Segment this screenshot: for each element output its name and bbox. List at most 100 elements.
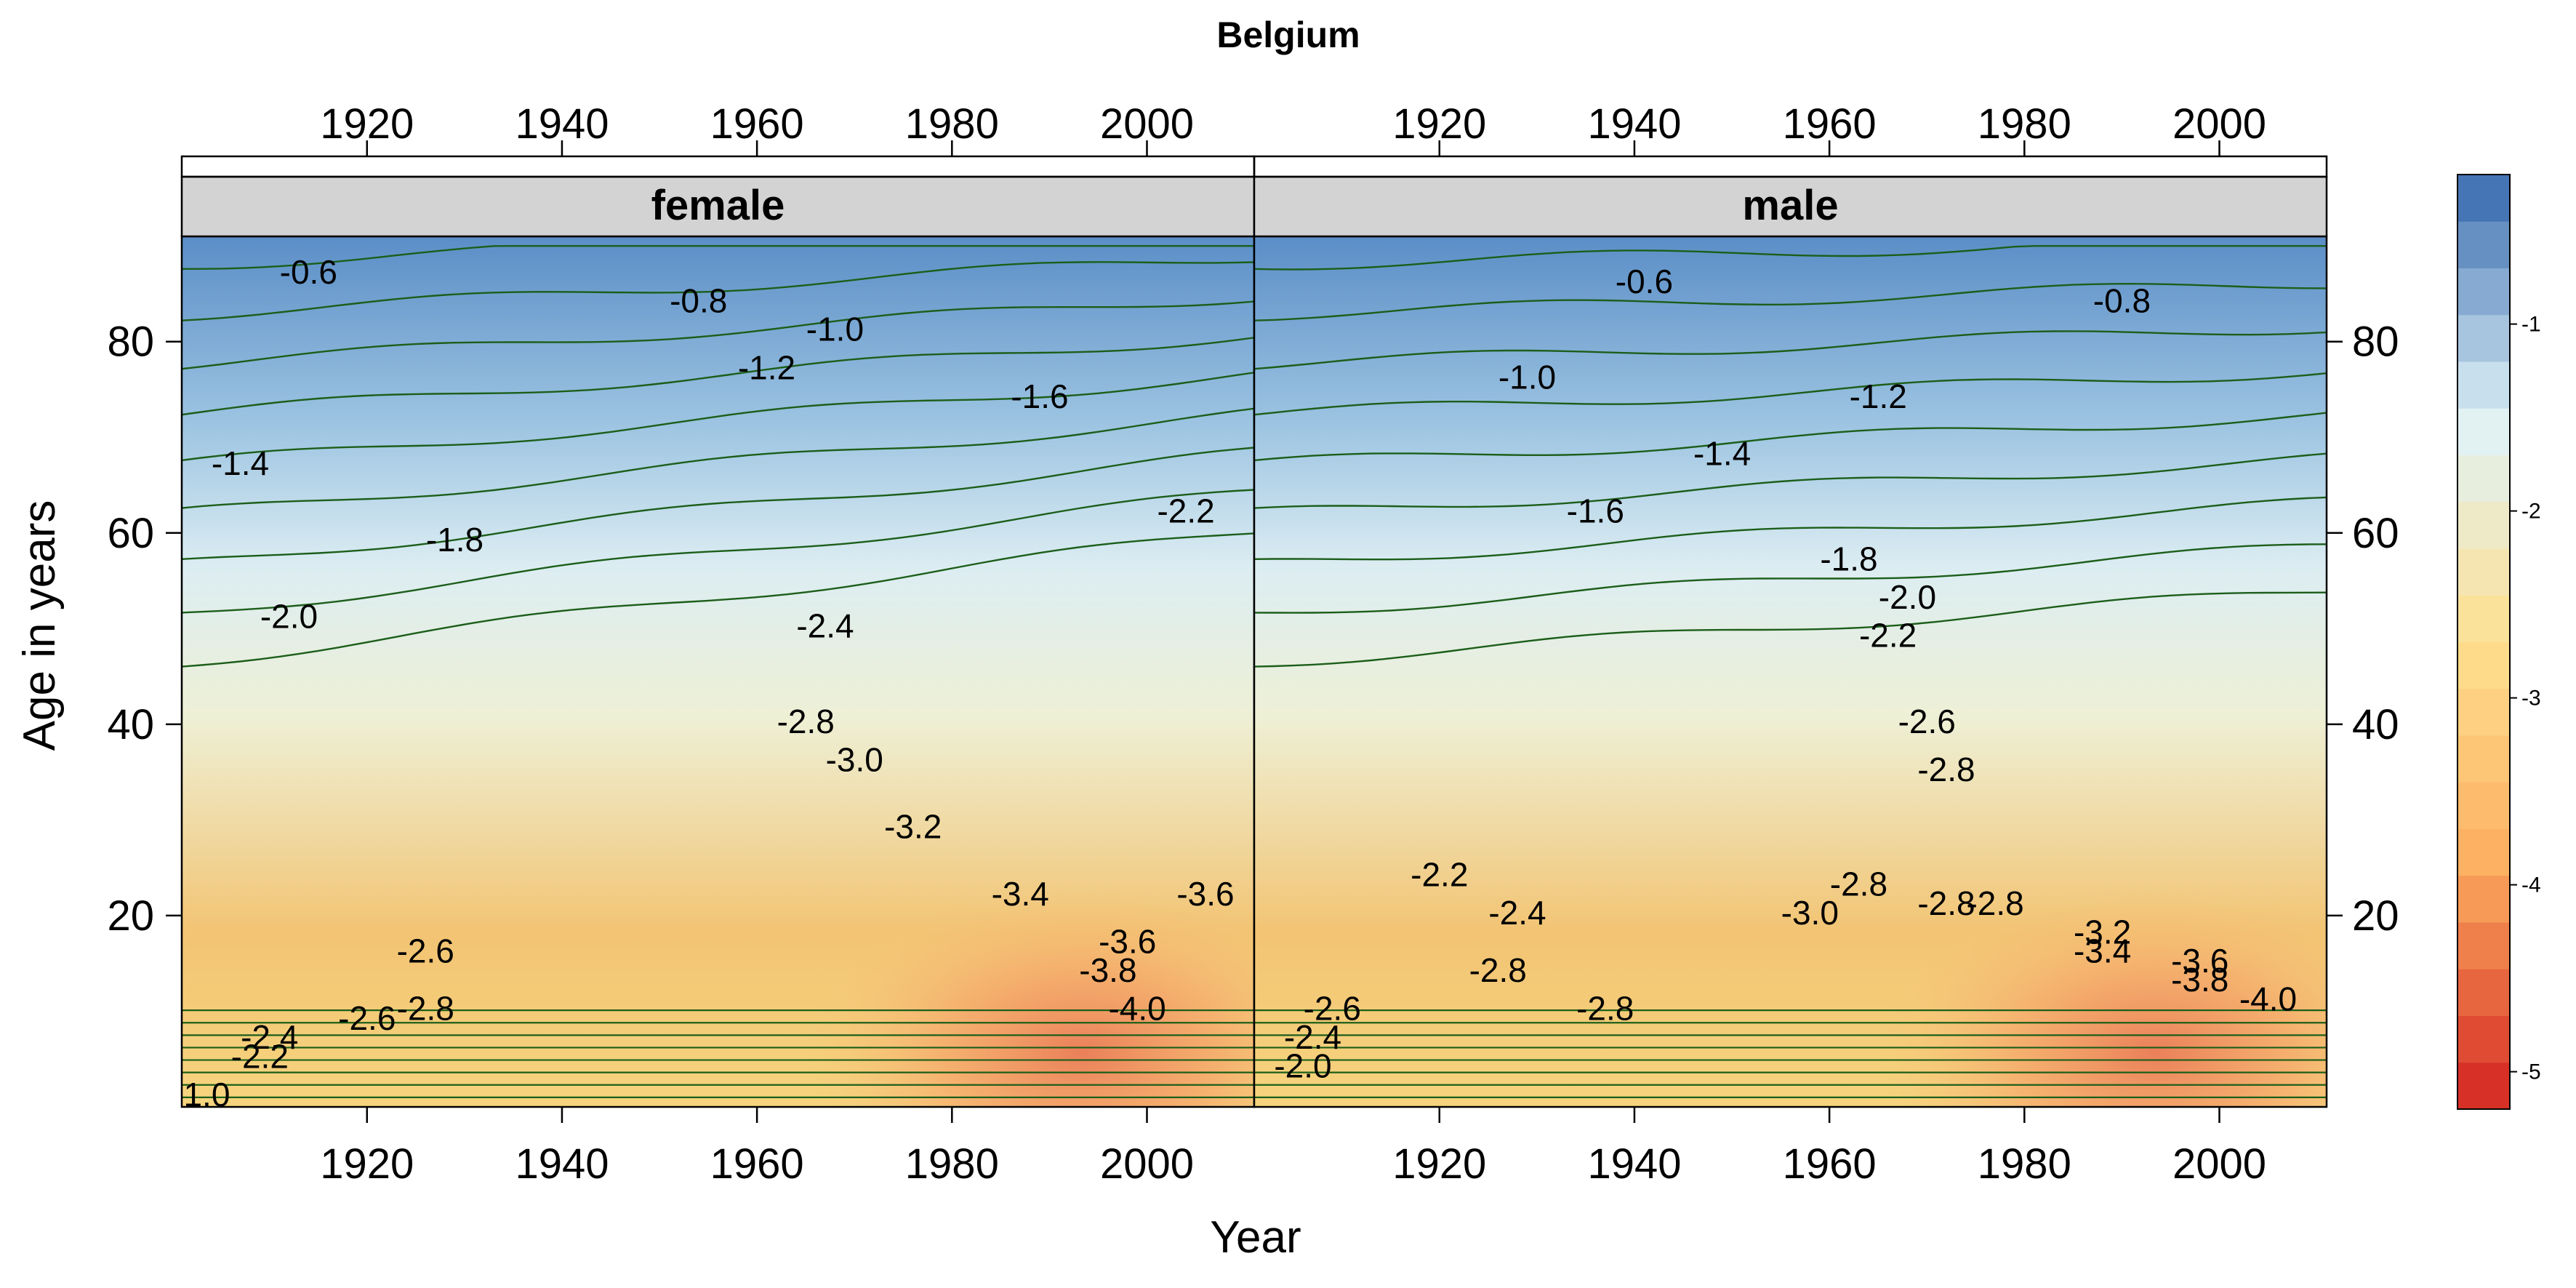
contour-label: -2.4 xyxy=(1488,894,1546,932)
contour-label: -1.6 xyxy=(1011,377,1068,415)
x-tick-label: 1940 xyxy=(515,1140,609,1188)
strip-label: male xyxy=(1742,182,1838,229)
x-tick-label: 1960 xyxy=(1783,1140,1877,1188)
colorbar-swatch xyxy=(2457,782,2510,829)
y-tick-label: 40 xyxy=(107,701,154,748)
x-tick-label: 1920 xyxy=(320,1140,414,1188)
contour-label: -2.4 xyxy=(1284,1018,1341,1056)
contour-label: -2.4 xyxy=(241,1018,298,1056)
x-tick-label: 2000 xyxy=(2172,1140,2266,1188)
contour-line xyxy=(182,337,1254,416)
contour-label: -2.8 xyxy=(397,990,454,1028)
contour-label: -2.8 xyxy=(1966,884,2023,922)
contour-line xyxy=(1254,543,2327,614)
x-tick-label: 1920 xyxy=(320,100,414,148)
colorbar-tick-label: -2 xyxy=(2521,500,2541,524)
contour-label: -2.6 xyxy=(338,999,396,1037)
contour-label: -1.8 xyxy=(1820,540,1877,577)
contour-label: -1.2 xyxy=(1850,377,1907,415)
contour-label: -2.8 xyxy=(1830,865,1887,903)
colorbar-swatch xyxy=(2457,735,2510,783)
contour-line xyxy=(1254,452,2327,509)
contour-label: -3.6 xyxy=(1099,923,1156,961)
contour-label: -3.8 xyxy=(2171,961,2228,999)
panel-female: -0.6 -0.8 -1.0 -1.2 -1.6 -1.4 -1.8 -2.2 -2.0 -2.4… xyxy=(172,100,1256,1188)
contour-label: -1.4 xyxy=(212,444,269,482)
contour-line xyxy=(182,407,1254,509)
x-tick-label: 2000 xyxy=(2172,100,2266,148)
colorbar-swatch xyxy=(2457,314,2510,362)
colorbar-swatch xyxy=(2457,501,2510,549)
x-tick-label: 1980 xyxy=(1978,1140,2071,1188)
contour-label: -0.6 xyxy=(1616,263,1673,300)
contour-label: -2.2 xyxy=(1859,617,1917,655)
x-tick-label: 1940 xyxy=(1587,1140,1681,1188)
contour-label: -3.6 xyxy=(1176,875,1234,913)
colorbar-swatch xyxy=(2457,688,2510,736)
surface-warm-region xyxy=(1712,743,2327,1107)
contour-label: -4.0 xyxy=(1108,990,1165,1028)
x-tick-label: 1960 xyxy=(710,1140,804,1188)
colorbar-swatch xyxy=(2457,361,2510,409)
x-tick-label: 1980 xyxy=(1978,100,2071,148)
contour-label: -3.2 xyxy=(884,808,942,846)
colorbar-frame xyxy=(2457,174,2511,1110)
contour-label: -0.6 xyxy=(280,253,337,291)
colorbar-tick-label: -3 xyxy=(2521,687,2541,711)
contour-line xyxy=(182,447,1254,560)
contour-label: -1.0 xyxy=(806,311,864,348)
y-tick-label: 40 xyxy=(2352,701,2399,748)
contour-line xyxy=(1254,412,2327,462)
contour-label: -1.2 xyxy=(738,348,795,386)
contour-label: -3.0 xyxy=(1781,894,1839,932)
contour-label: -1.8 xyxy=(426,521,483,559)
x-tick-label: 1940 xyxy=(1587,100,1681,148)
contour-label: -1.4 xyxy=(1693,435,1751,473)
colorbar-swatch xyxy=(2457,1015,2510,1063)
colorbar-swatch xyxy=(2457,548,2510,596)
contour-line xyxy=(182,245,1254,270)
contour-label: -2.0 xyxy=(1274,1047,1331,1085)
contour-line xyxy=(182,300,1254,370)
strip-female xyxy=(180,175,1256,238)
contour-line xyxy=(1254,330,2327,370)
contour-label: -3.6 xyxy=(2171,942,2228,980)
x-tick-label: 1980 xyxy=(905,100,999,148)
contour-label: -2.6 xyxy=(397,932,454,970)
y-axis-label: Age in years xyxy=(15,500,65,751)
contour-label: -1.0 xyxy=(1498,358,1556,396)
y-tick-label: 60 xyxy=(107,510,154,557)
surface-warm-region xyxy=(640,743,1254,1107)
colorbar-tick-label: -4 xyxy=(2521,873,2541,897)
contour-label: -2.6 xyxy=(1898,703,1956,740)
contour-label: -2.8 xyxy=(1917,751,1975,788)
x-tick-label: 1920 xyxy=(1392,1140,1486,1188)
x-tick-label: 2000 xyxy=(1100,100,1194,148)
contour-line xyxy=(182,489,1254,614)
y-tick-label: 80 xyxy=(2352,319,2399,366)
x-tick-label: 2000 xyxy=(1100,1140,1194,1188)
contour-label: -1.0 xyxy=(172,1076,230,1113)
x-tick-label: 1920 xyxy=(1392,100,1486,148)
contour-label: -3.4 xyxy=(2074,932,2131,970)
contour-label: -2.2 xyxy=(1411,855,1468,893)
colorbar-swatch xyxy=(2457,922,2510,969)
x-tick-label: 1980 xyxy=(905,1140,999,1188)
contour-label: -2.8 xyxy=(1469,951,1527,989)
colorbar-swatch xyxy=(2457,969,2510,1016)
colorbar-swatch xyxy=(2457,221,2510,268)
panel-male: -0.6-0.8-1.0-1.2-1.4-1.6-1.8-2.0-2.2-2.6… xyxy=(1253,100,2328,1188)
colorbar-swatch xyxy=(2457,641,2510,689)
colorbar-swatch xyxy=(2457,455,2510,503)
colorbar-swatch xyxy=(2457,595,2510,642)
contour-label: -2.6 xyxy=(1304,990,1361,1028)
x-tick-label: 1960 xyxy=(1783,100,1877,148)
contour-label: -3.0 xyxy=(826,741,883,779)
contour-label: -2.8 xyxy=(1917,884,1975,922)
colorbar-tick-label: -1 xyxy=(2521,313,2541,337)
chart-title: Belgium xyxy=(1216,15,1360,55)
colorbar-swatch xyxy=(2457,408,2510,455)
contour-label: -2.4 xyxy=(796,607,854,644)
contour-label: -1.6 xyxy=(1567,492,1624,530)
